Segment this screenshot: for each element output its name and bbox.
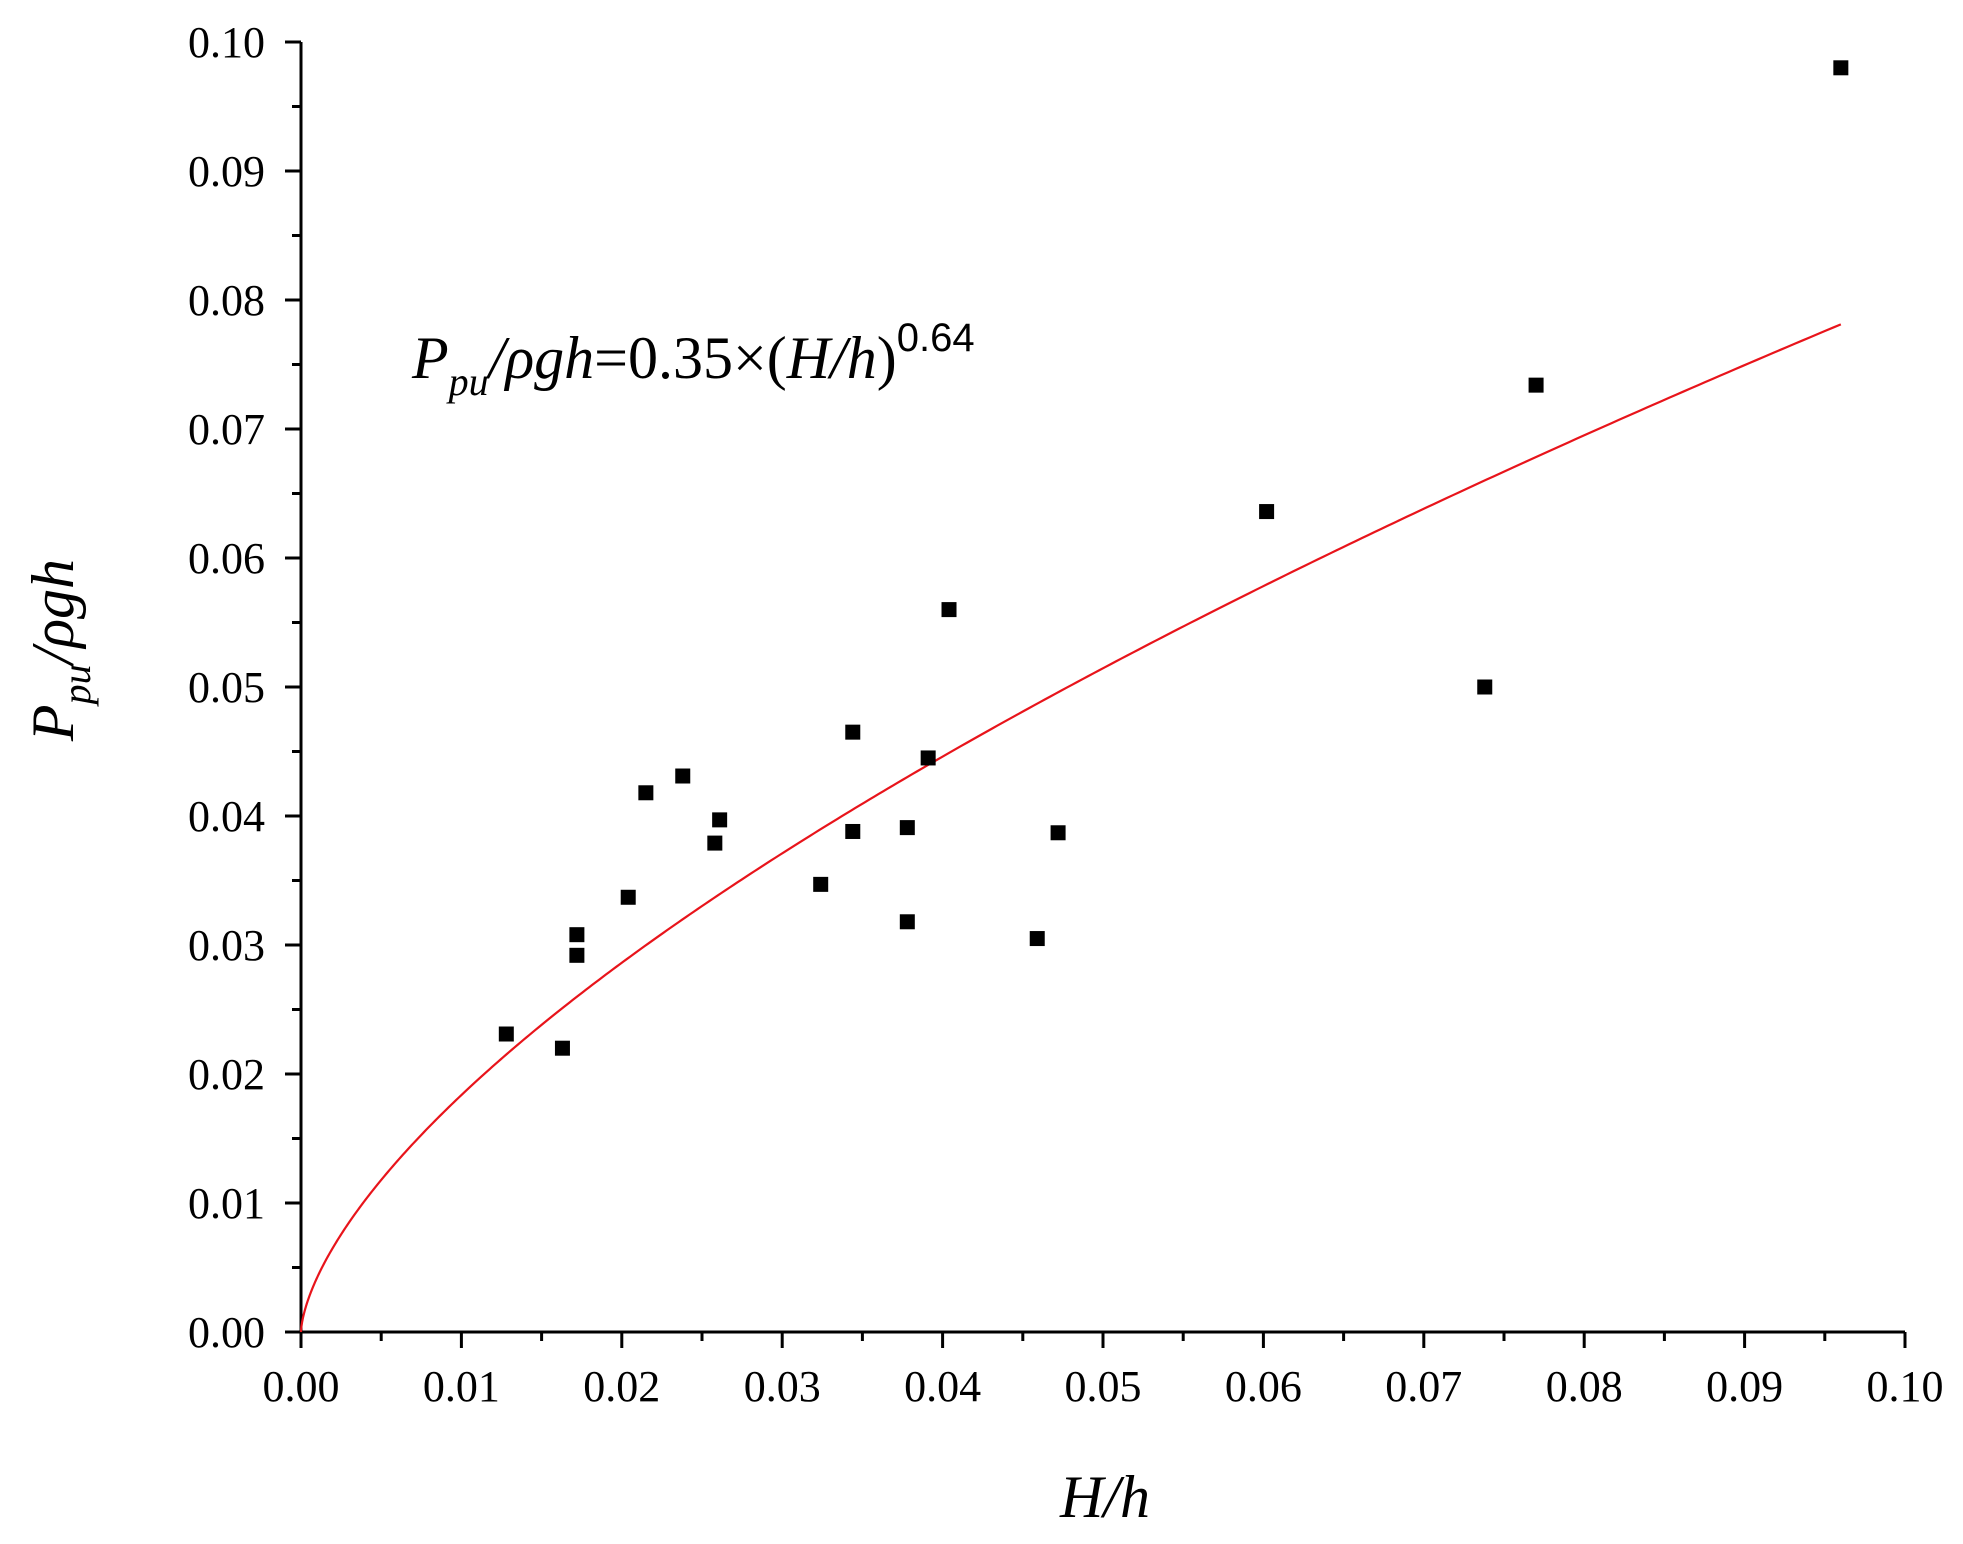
x-tick-labels: 0.00 0.01 0.02 0.03 0.04 0.05 0.06 0.07 0.08 0.09… xyxy=(263,1362,1944,1411)
y-tick-label: 0.02 xyxy=(188,1050,265,1099)
y-tick-label: 0.05 xyxy=(188,663,265,712)
y-tick-label: 0.06 xyxy=(188,534,265,583)
x-tick-label: 0.05 xyxy=(1065,1362,1142,1411)
y-tick-label: 0.04 xyxy=(188,792,265,841)
data-point xyxy=(1259,504,1275,520)
equation-rhs-end: ) xyxy=(877,325,897,391)
x-tick-label: 0.07 xyxy=(1385,1362,1462,1411)
data-point xyxy=(899,914,915,930)
x-tick-label: 0.09 xyxy=(1706,1362,1783,1411)
equation-rhs-start: =0.35×( xyxy=(594,325,787,391)
data-points xyxy=(498,60,1849,1056)
data-point xyxy=(941,602,957,618)
x-tick-label: 0.01 xyxy=(423,1362,500,1411)
data-point xyxy=(899,820,915,836)
data-point xyxy=(712,812,728,828)
data-point xyxy=(638,785,654,801)
data-point xyxy=(1050,825,1066,841)
x-tick-label: 0.04 xyxy=(904,1362,981,1411)
data-point xyxy=(845,724,861,740)
x-ticks xyxy=(299,1332,1907,1348)
data-point xyxy=(675,768,691,784)
fit-curve xyxy=(299,323,1842,1333)
data-point xyxy=(707,835,723,851)
x-tick-label: 0.03 xyxy=(744,1362,821,1411)
y-tick-label: 0.10 xyxy=(188,18,265,67)
x-tick-label: 0.00 xyxy=(263,1362,340,1411)
data-point xyxy=(920,750,936,766)
equation-rhs-var: H/h xyxy=(786,325,877,391)
y-tick-labels: 0.00 0.01 0.02 0.03 0.04 0.05 0.06 0.07 0.08 0.09… xyxy=(188,18,265,1357)
x-tick-label: 0.06 xyxy=(1225,1362,1302,1411)
x-tick-label: 0.10 xyxy=(1867,1362,1944,1411)
y-ticks xyxy=(285,40,301,1334)
equation-lhs-main: P xyxy=(411,325,449,391)
equation-annotation: Ppu/ρgh=0.35×(H/h)0.64 xyxy=(411,316,975,404)
data-point xyxy=(620,889,636,905)
equation-lhs-rest: /ρgh xyxy=(486,325,594,391)
data-point xyxy=(1029,931,1045,947)
data-point xyxy=(554,1040,570,1056)
data-point xyxy=(1528,377,1544,393)
y-axis-title-sub: pu xyxy=(54,664,99,707)
data-point xyxy=(845,823,861,839)
data-point xyxy=(498,1026,514,1042)
x-tick-label: 0.02 xyxy=(583,1362,660,1411)
y-axis-title-rest: /ρgh xyxy=(20,559,86,667)
y-tick-label: 0.03 xyxy=(188,921,265,970)
data-point xyxy=(569,927,585,943)
data-point xyxy=(1477,679,1493,695)
y-tick-label: 0.07 xyxy=(188,405,265,454)
data-point xyxy=(813,876,829,892)
data-point xyxy=(569,947,585,963)
equation-exponent: 0.64 xyxy=(897,316,975,360)
axes xyxy=(299,42,1905,1334)
equation-lhs-sub: pu xyxy=(446,359,489,404)
y-axis-title: Ppu/ρgh xyxy=(20,559,99,742)
x-axis-title: H/h xyxy=(1059,1464,1150,1530)
y-tick-label: 0.09 xyxy=(188,147,265,196)
x-tick-label: 0.08 xyxy=(1546,1362,1623,1411)
y-tick-label: 0.00 xyxy=(188,1308,265,1357)
y-tick-label: 0.01 xyxy=(188,1179,265,1228)
y-tick-label: 0.08 xyxy=(188,276,265,325)
y-axis-title-main: P xyxy=(20,704,86,742)
data-point xyxy=(1833,60,1849,76)
